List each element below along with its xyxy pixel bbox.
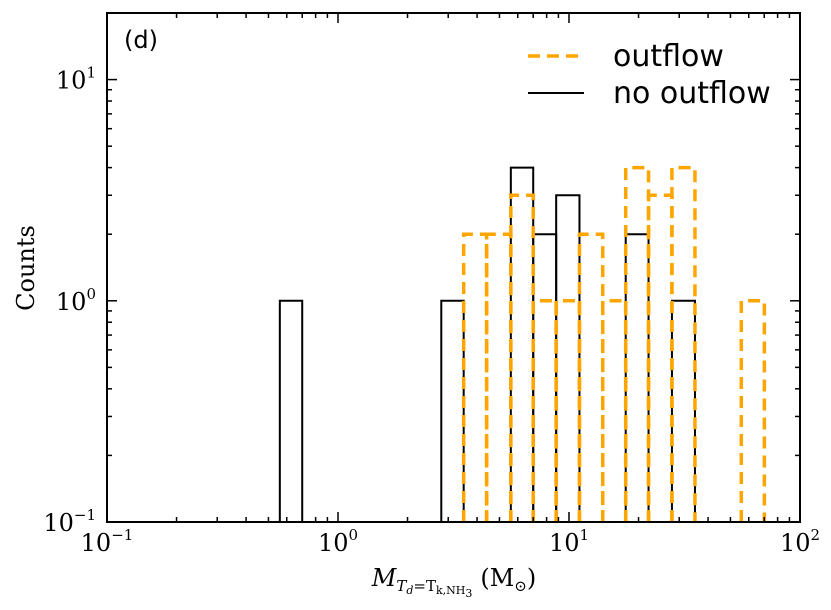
x-tick-label: 10−1 [81, 526, 134, 557]
plot-frame [106, 12, 801, 523]
bar-no-outflow-1 [440, 299, 465, 522]
bar-outflow-1 [484, 232, 513, 522]
bar-outflow-0 [461, 232, 489, 522]
bar-no-outflow-2 [509, 166, 535, 522]
bar-no-outflow-6 [670, 299, 696, 522]
y-axis-label: Counts [12, 225, 40, 311]
bar-outflow-3 [531, 299, 558, 522]
x-tick-label: 100 [318, 526, 358, 557]
legend-outflow-label: outflow [613, 39, 724, 74]
series-outflow [461, 165, 767, 522]
panel-label: (d) [124, 26, 158, 54]
bar-outflow-2 [509, 193, 535, 522]
bar-outflow-10 [739, 299, 767, 522]
bar-no-outflow-0 [278, 299, 304, 522]
plot-area [278, 165, 767, 522]
bar-no-outflow-4 [555, 194, 581, 522]
bar-outflow-8 [646, 193, 674, 522]
y-tick-label: 100 [56, 285, 96, 316]
bar-outflow-7 [623, 165, 651, 522]
x-axis-label: MTd=Tk,NH3(M⊙) [371, 564, 537, 600]
x-tick-label: 101 [549, 526, 589, 557]
axis-ticks: 10−1 100 101 102 10−1 100 101 [43, 12, 820, 557]
bar-outflow-6 [601, 299, 628, 522]
bar-outflow-9 [670, 165, 697, 522]
bar-outflow-4 [554, 299, 582, 522]
bar-outflow-5 [577, 232, 605, 522]
y-tick-label: 10−1 [43, 506, 96, 537]
legend: outflow no outflow [528, 39, 771, 111]
y-tick-label: 101 [56, 64, 96, 95]
x-tick-label: 102 [780, 526, 820, 557]
bar-no-outflow-5 [624, 233, 650, 522]
legend-no-outflow-label: no outflow [613, 76, 771, 111]
bar-no-outflow-3 [532, 233, 558, 522]
